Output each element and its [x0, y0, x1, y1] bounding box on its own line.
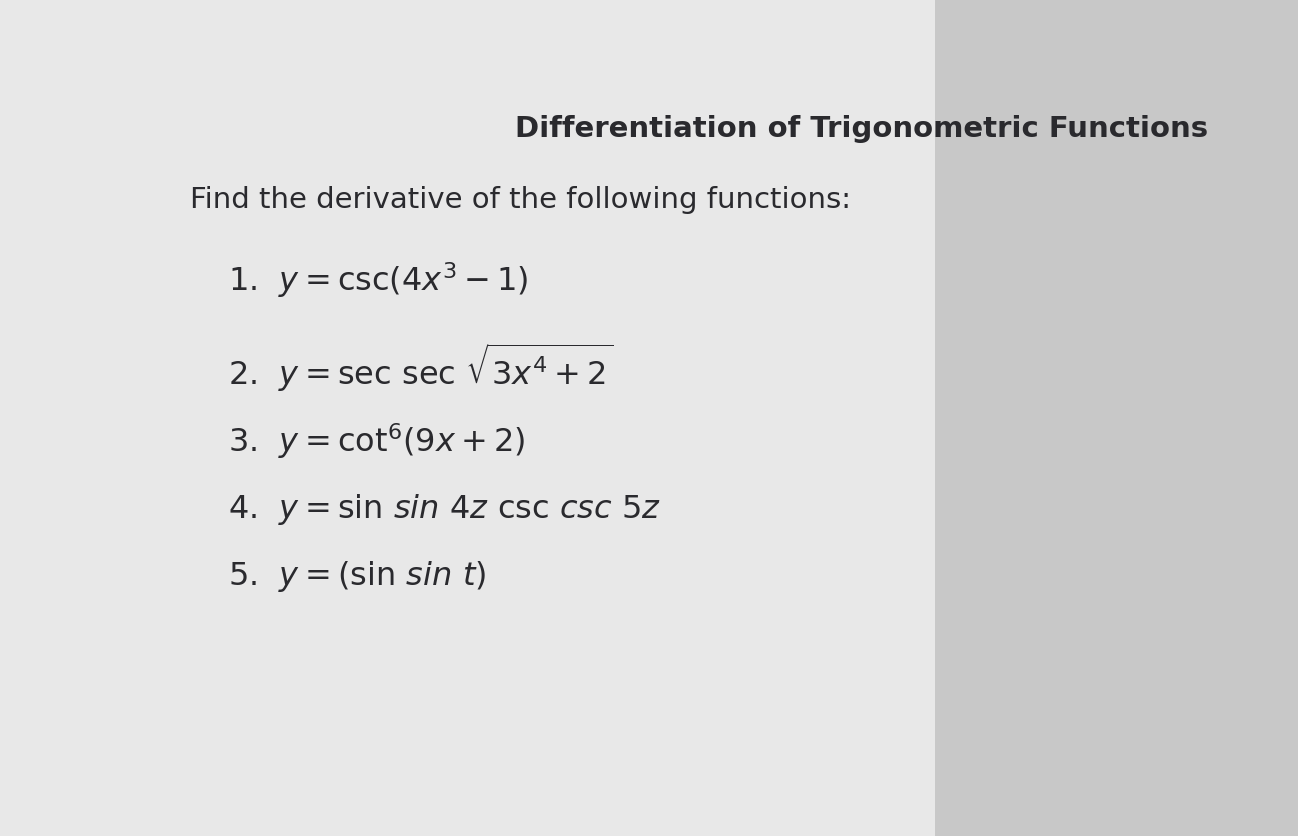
Text: 4.  $y = \mathrm{sin}\ \mathit{sin}\ 4z\ \mathrm{csc}\ \mathit{csc}\ 5z$: 4. $y = \mathrm{sin}\ \mathit{sin}\ 4z\ … [227, 492, 661, 527]
Text: 5.  $y = (\mathrm{sin}\ \mathit{sin}\ t)$: 5. $y = (\mathrm{sin}\ \mathit{sin}\ t)$ [227, 559, 485, 594]
Text: Find the derivative of the following functions:: Find the derivative of the following fun… [191, 186, 851, 214]
Text: 2.  $y = \mathrm{sec}\ \mathrm{sec}\ \sqrt{3x^4 + 2}$: 2. $y = \mathrm{sec}\ \mathrm{sec}\ \sqr… [227, 341, 613, 394]
Text: 3.  $y = \mathrm{cot}^6(9x + 2)$: 3. $y = \mathrm{cot}^6(9x + 2)$ [227, 421, 524, 461]
Text: 1.  $y = \mathrm{csc}(4x^3 - 1)$: 1. $y = \mathrm{csc}(4x^3 - 1)$ [227, 261, 528, 300]
Text: Differentiation of Trigonometric Functions: Differentiation of Trigonometric Functio… [515, 115, 1208, 143]
